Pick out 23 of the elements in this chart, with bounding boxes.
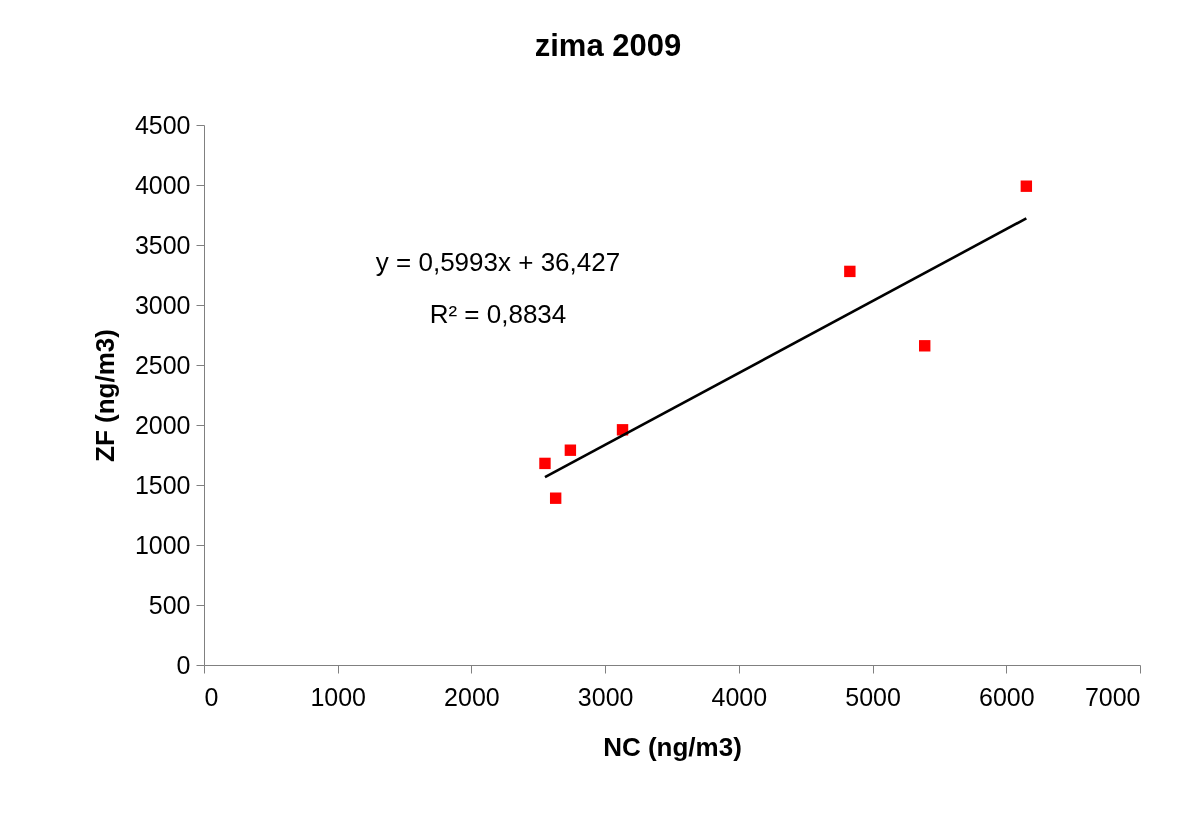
y-axis-title: ZF (ng/m3)	[89, 329, 120, 462]
y-tick-label: 3000	[134, 290, 191, 319]
chart-title: zima 2009	[534, 28, 682, 63]
y-tick-label: 4000	[134, 170, 191, 199]
y-tick-label: 3500	[134, 230, 191, 259]
y-tick-label: 500	[148, 590, 191, 619]
y-tick-label: 2500	[134, 350, 191, 379]
y-tick-label: 2000	[134, 410, 191, 439]
annotation: y = 0,5993x + 36,427	[375, 247, 621, 277]
x-tick-label: 2000	[444, 682, 500, 711]
y-tick-label: 1000	[134, 530, 191, 559]
annotation: R² = 0,8834	[429, 299, 567, 329]
x-tick-label: 1000	[310, 682, 367, 711]
x-tick-label: 4000	[711, 682, 768, 711]
x-tick-label: 0	[204, 682, 219, 711]
x-tick-label: 3000	[577, 682, 634, 711]
x-tick-label: 5000	[845, 682, 901, 711]
x-tick-label: 7000	[1084, 682, 1141, 711]
x-tick-label: 6000	[978, 682, 1035, 711]
y-tick-label: 1500	[134, 470, 191, 499]
x-axis-title: NC (ng/m3)	[603, 731, 742, 762]
y-tick-label: 4500	[134, 110, 191, 139]
y-tick-label: 0	[176, 650, 191, 679]
